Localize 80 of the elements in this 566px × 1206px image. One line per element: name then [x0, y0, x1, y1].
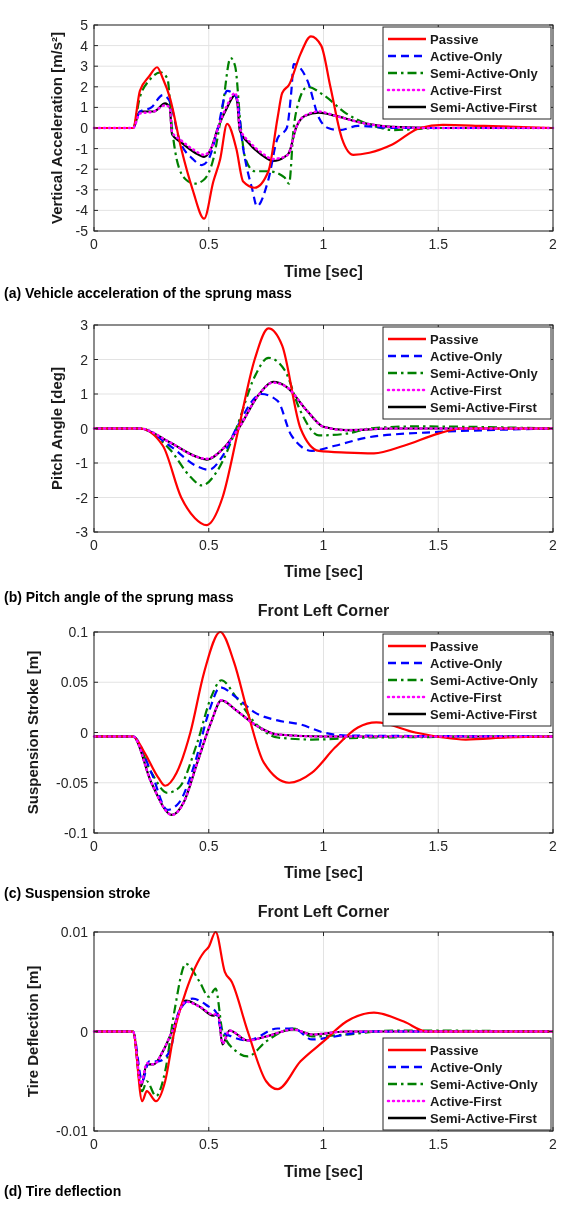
x-tick-label: 2: [549, 537, 558, 553]
y-tick-label: 0.1: [68, 624, 89, 640]
y-tick-label: 0: [80, 420, 89, 437]
legend-label: Semi-Active-First: [430, 100, 538, 115]
chart-title: Front Left Corner: [257, 903, 390, 920]
x-axis-title: Time [sec]: [284, 563, 363, 580]
legend-label: Semi-Active-Only: [430, 673, 539, 688]
y-tick-label: 1: [80, 99, 89, 116]
chart-title: Front Left Corner: [257, 602, 390, 619]
y-tick-label: -3: [75, 181, 89, 198]
legend-label: Semi-Active-Only: [430, 66, 539, 81]
x-tick-label: 1: [319, 537, 328, 553]
x-tick-label: 2: [549, 838, 558, 854]
legend-label: Semi-Active-First: [430, 400, 538, 415]
y-tick-label: 0.05: [60, 674, 89, 691]
x-tick-label: 0.5: [199, 537, 219, 553]
y-tick-label: 4: [80, 37, 89, 54]
y-axis-title: Vertical Acceleration [m/s²]: [48, 31, 65, 225]
text: (a) Vehicle acceleration of the sprung mass: [4, 285, 293, 301]
y-tick-label: 5: [80, 17, 89, 33]
text: (b) Pitch angle of the sprung mass: [4, 589, 234, 605]
legend-label: Active-Only: [430, 349, 504, 364]
x-tick-label: 1.5: [428, 1136, 449, 1152]
y-tick-label: -2: [75, 489, 89, 506]
x-tick-label: 0.5: [199, 838, 219, 854]
y-tick-label: 0.01: [60, 924, 89, 940]
x-tick-label: 0: [90, 1136, 99, 1152]
x-tick-label: 0.5: [199, 236, 219, 252]
y-tick-label: 0: [80, 1023, 89, 1040]
legend-label: Active-First: [430, 83, 503, 98]
y-tick-label: -4: [75, 202, 89, 219]
legend-label: Active-First: [430, 383, 503, 398]
x-axis-title: Time [sec]: [284, 263, 363, 280]
legend-label: Active-Only: [430, 1060, 504, 1075]
x-tick-label: 1: [319, 838, 328, 854]
legend-label: Active-Only: [430, 49, 504, 64]
y-tick-label: 2: [80, 78, 89, 95]
y-tick-label: 1: [80, 386, 89, 402]
x-tick-label: 0.5: [199, 1136, 219, 1152]
x-tick-label: 1: [319, 236, 328, 252]
y-tick-label: -0.1: [63, 825, 89, 841]
y-tick-label: 3: [80, 317, 89, 333]
y-tick-label: -3: [75, 524, 89, 540]
legend-label: Passive: [430, 332, 479, 347]
y-tick-label: -1: [75, 455, 89, 471]
y-tick-label: -0.05: [56, 774, 89, 791]
x-tick-label: 1.5: [428, 838, 449, 854]
x-tick-label: 1: [319, 1136, 328, 1152]
legend-label: Active-First: [430, 690, 503, 705]
text: (c) Suspension stroke: [4, 885, 151, 901]
x-tick-label: 0: [90, 537, 99, 553]
y-tick-label: 0: [80, 724, 89, 741]
legend-label: Passive: [430, 639, 479, 654]
legend-label: Semi-Active-First: [430, 707, 538, 722]
text: (d) Tire deflection: [4, 1183, 122, 1199]
legend-label: Active-Only: [430, 656, 504, 671]
x-tick-label: 0: [90, 838, 99, 854]
y-tick-label: -0.01: [56, 1123, 89, 1139]
legend-label: Active-First: [430, 1094, 503, 1109]
legend-label: Passive: [430, 1043, 479, 1058]
y-tick-label: 2: [80, 351, 89, 368]
y-tick-label: -5: [75, 223, 89, 239]
x-tick-label: 2: [549, 236, 558, 252]
y-tick-label: 3: [80, 58, 89, 75]
legend-label: Semi-Active-Only: [430, 1077, 539, 1092]
y-tick-label: 0: [80, 120, 89, 136]
x-axis-title: Time [sec]: [284, 864, 363, 881]
y-tick-label: -2: [75, 161, 89, 178]
y-axis-title: Tire Deflection [m]: [24, 965, 41, 1098]
x-tick-label: 1.5: [428, 537, 449, 553]
x-axis-title: Time [sec]: [284, 1163, 363, 1180]
x-tick-label: 1.5: [428, 236, 449, 252]
legend-label: Semi-Active-First: [430, 1111, 538, 1126]
y-tick-label: -1: [75, 140, 89, 157]
legend-label: Semi-Active-Only: [430, 366, 539, 381]
legend-label: Passive: [430, 32, 479, 47]
x-tick-label: 2: [549, 1136, 558, 1152]
y-axis-title: Suspension Stroke [m]: [24, 650, 41, 815]
x-tick-label: 0: [90, 236, 99, 252]
y-axis-title: Pitch Angle [deg]: [48, 367, 65, 490]
